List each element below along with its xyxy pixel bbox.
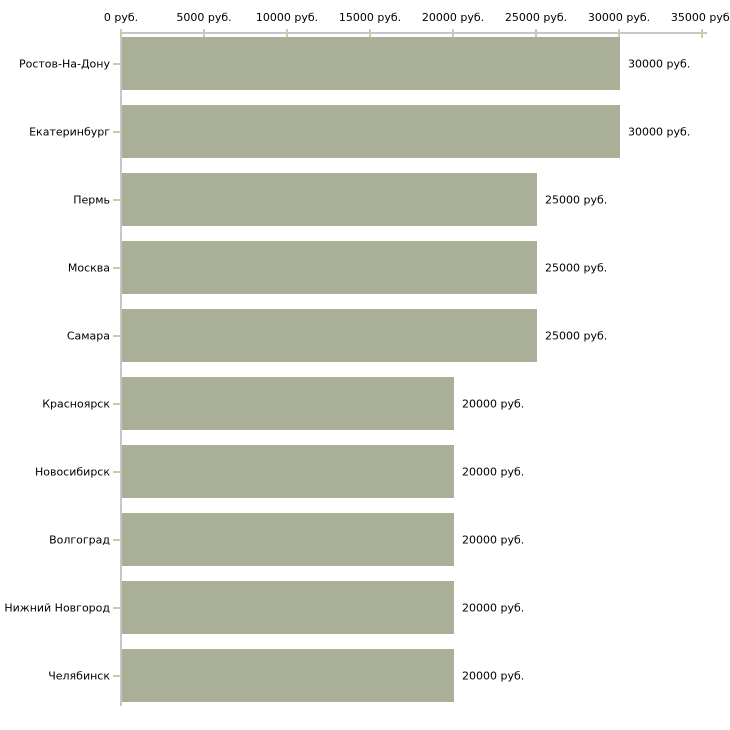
y-axis-tick [113,538,121,541]
category-label: Нижний Новгород [4,601,110,614]
x-axis-tick [203,29,205,38]
x-axis-tick [120,29,122,38]
category-label: Челябинск [48,669,110,682]
bar-5 [122,309,537,362]
y-axis-tick [113,470,121,473]
value-label: 25000 руб. [545,261,608,274]
category-label: Красноярск [42,397,110,410]
category-label: Москва [67,261,110,274]
value-label: 20000 руб. [462,601,525,614]
value-label: 20000 руб. [462,533,525,546]
x-axis-line [120,32,707,34]
y-axis-line [120,32,122,706]
y-axis-tick [113,62,121,65]
x-axis-tick [452,29,454,38]
y-axis-tick [113,606,121,609]
y-axis-tick [113,334,121,337]
value-label: 25000 руб. [545,329,608,342]
y-axis-tick [113,674,121,677]
bar-2 [122,105,620,158]
x-axis-tick-label: 0 руб. [103,11,139,24]
value-label: 25000 руб. [545,193,608,206]
value-label: 20000 руб. [462,465,525,478]
bar-7 [122,445,454,498]
y-axis-tick [113,266,121,269]
value-label: 30000 руб. [628,57,691,70]
value-label: 20000 руб. [462,669,525,682]
x-axis-tick-label: 5000 руб. [176,11,232,24]
x-axis-tick [286,29,288,38]
category-label: Екатеринбург [29,125,110,138]
x-axis-tick [535,29,537,38]
x-axis-tick [701,29,703,38]
category-label: Новосибирск [34,465,110,478]
category-label: Пермь [73,193,110,206]
bar-8 [122,513,454,566]
y-axis-tick [113,198,121,201]
category-label: Самара [66,329,110,342]
bar-9 [122,581,454,634]
value-label: 20000 руб. [462,397,525,410]
value-label: 30000 руб. [628,125,691,138]
bar-6 [122,377,454,430]
y-axis-tick [113,402,121,405]
x-axis-tick-label: 25000 руб. [504,11,568,24]
bar-10 [122,649,454,702]
bar-4 [122,241,537,294]
category-label: Волгоград [49,533,110,546]
category-label: Ростов-На-Дону [18,57,110,70]
x-axis-tick-label: 15000 руб. [338,11,402,24]
bar-1 [122,37,620,90]
x-axis-tick-label: 30000 руб. [587,11,651,24]
x-axis-tick [369,29,371,38]
x-axis-tick-label: 10000 руб. [255,11,319,24]
x-axis-tick [618,29,620,38]
bar-3 [122,173,537,226]
x-axis-tick-label: 20000 руб. [421,11,485,24]
y-axis-tick [113,130,121,133]
x-axis-tick-label: 35000 руб. [670,11,730,24]
